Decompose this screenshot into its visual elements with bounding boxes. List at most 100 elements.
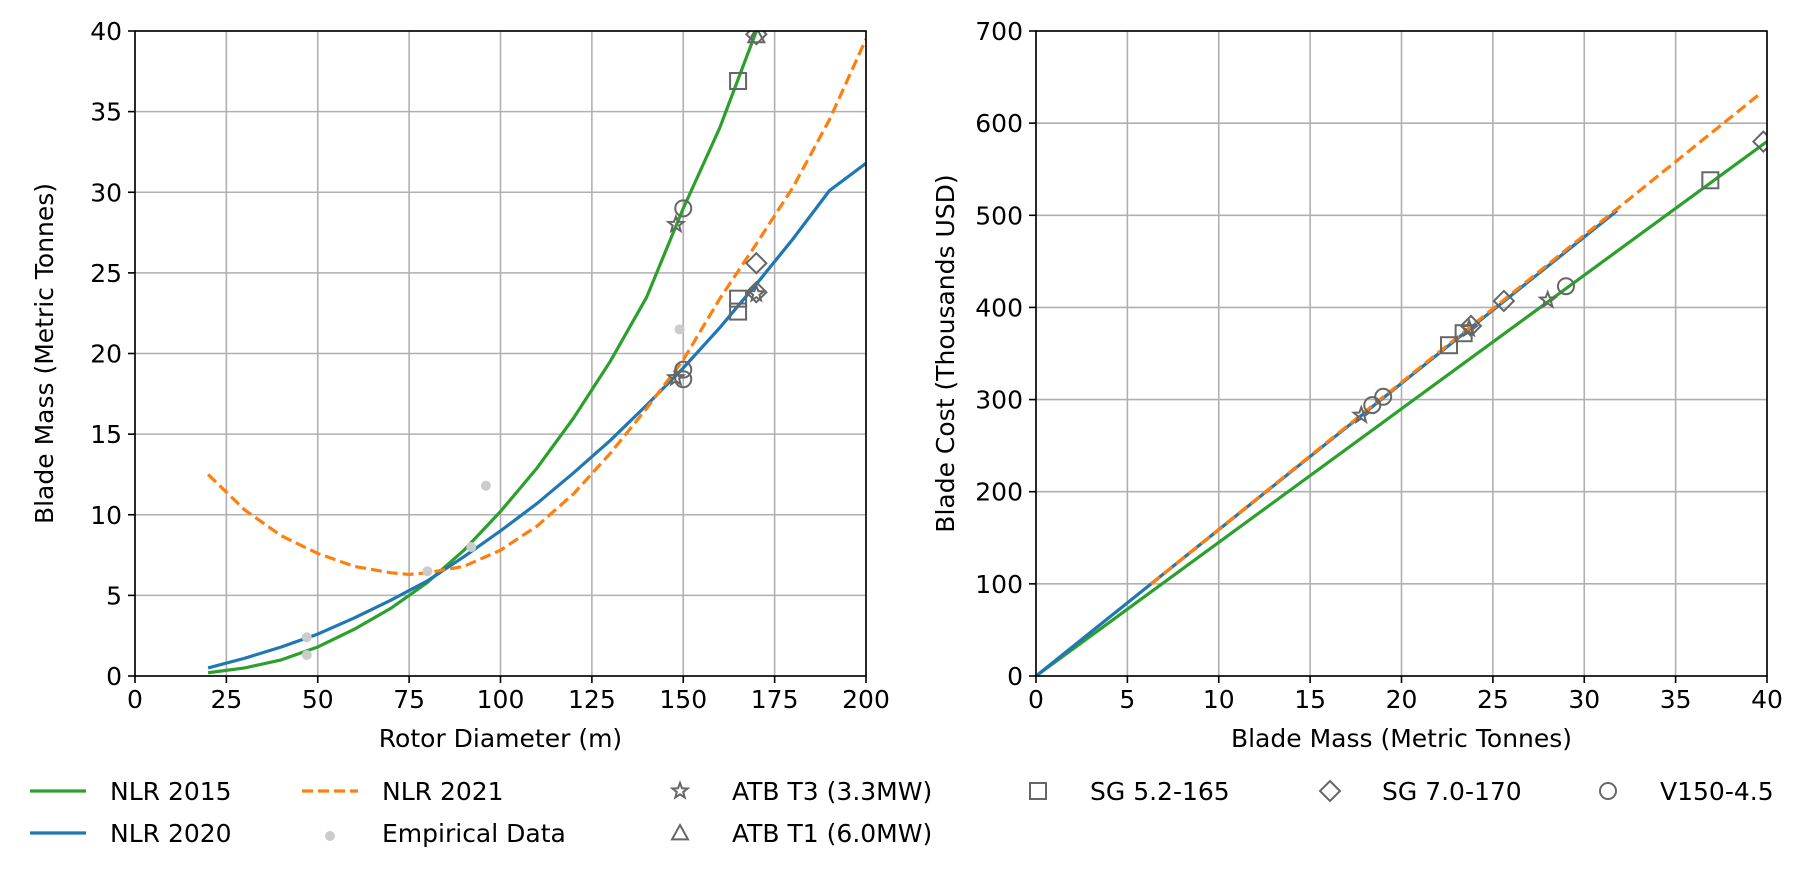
x-tick-label: 25 bbox=[1477, 685, 1509, 714]
legend-swatch bbox=[669, 780, 691, 800]
legend-swatch bbox=[325, 831, 335, 841]
x-tick-label: 100 bbox=[477, 685, 525, 714]
y-tick-label: 10 bbox=[90, 501, 122, 530]
legend-swatch bbox=[1029, 782, 1047, 800]
x-tick-label: 30 bbox=[1568, 685, 1600, 714]
legend-item-empirical-data: Empirical Data bbox=[325, 819, 566, 848]
point-sg-5-2-165 bbox=[1701, 171, 1720, 190]
point-sg-5-2-165 bbox=[729, 71, 748, 90]
point-sg-5-2-165 bbox=[729, 302, 748, 321]
y-tick-label: 15 bbox=[90, 420, 122, 449]
legend-label: Empirical Data bbox=[382, 819, 566, 848]
series-line-nlr-2015 bbox=[207, 31, 758, 675]
point-sg-7-0-170 bbox=[1751, 130, 1767, 153]
y-tick-label: 0 bbox=[1007, 662, 1023, 691]
legend-label: SG 7.0-170 bbox=[1382, 777, 1522, 806]
series-line-nlr-2021 bbox=[206, 38, 866, 577]
y-axis-label: Blade Cost (Thousands USD) bbox=[931, 174, 960, 532]
x-tick-label: 175 bbox=[751, 685, 799, 714]
legend-label: NLR 2021 bbox=[382, 777, 504, 806]
y-tick-label: 100 bbox=[975, 570, 1023, 599]
point-v150-4-5 bbox=[1374, 387, 1393, 406]
point-atb-t3-3-3mw bbox=[1537, 289, 1559, 309]
x-tick-label: 75 bbox=[393, 685, 425, 714]
y-tick-label: 700 bbox=[975, 17, 1023, 46]
point-empirical-data bbox=[301, 650, 312, 661]
legend-item-sg-7-0-170: SG 7.0-170 bbox=[1318, 777, 1522, 806]
x-tick-label: 25 bbox=[210, 685, 242, 714]
point-atb-t3-3-3mw bbox=[665, 213, 687, 234]
mass-vs-diameter-chart: 0 25 50 75 100 125 150 175 200 0 5 10 15 20 25 30 35 40 Ro… bbox=[30, 17, 890, 753]
x-tick-label: 20 bbox=[1386, 685, 1418, 714]
x-axis-label: Blade Mass (Metric Tonnes) bbox=[1231, 724, 1572, 753]
point-sg-5-2-165 bbox=[729, 289, 748, 308]
point-atb-t1-6-0mw bbox=[746, 31, 767, 44]
y-tick-label: 600 bbox=[975, 109, 1023, 138]
series-line-nlr-2021 bbox=[1150, 94, 1759, 586]
legend-label: ATB T3 (3.3MW) bbox=[732, 777, 932, 806]
point-v150-4-5 bbox=[674, 199, 693, 218]
point-atb-t3-3-3mw bbox=[1350, 404, 1372, 425]
point-sg-7-0-170 bbox=[1459, 314, 1483, 338]
plot-area bbox=[206, 31, 866, 675]
point-sg-7-0-170 bbox=[744, 31, 768, 46]
legend-swatch bbox=[1318, 779, 1342, 803]
point-sg-7-0-170 bbox=[744, 280, 768, 304]
point-sg-5-2-165 bbox=[1454, 324, 1473, 343]
y-tick-label: 40 bbox=[90, 17, 122, 46]
legend-label: NLR 2020 bbox=[110, 819, 232, 848]
point-empirical-data bbox=[422, 566, 433, 577]
legend-label: ATB T1 (6.0MW) bbox=[732, 819, 932, 848]
x-axis-label: Rotor Diameter (m) bbox=[379, 724, 622, 753]
legend-item-nlr-2020: NLR 2020 bbox=[30, 819, 232, 848]
point-v150-4-5 bbox=[1556, 277, 1575, 296]
legend-label: NLR 2015 bbox=[110, 777, 232, 806]
y-tick-label: 300 bbox=[975, 386, 1023, 415]
x-tick-label: 40 bbox=[1751, 685, 1783, 714]
point-v150-4-5 bbox=[674, 370, 693, 389]
y-tick-label: 30 bbox=[90, 178, 122, 207]
y-tick-label: 500 bbox=[975, 201, 1023, 230]
point-v150-4-5 bbox=[674, 360, 693, 379]
legend-item-atb-t3-3-3mw: ATB T3 (3.3MW) bbox=[669, 777, 932, 806]
grid bbox=[134, 30, 867, 677]
y-tick-label: 5 bbox=[106, 581, 122, 610]
legend-label: SG 5.2-165 bbox=[1090, 777, 1230, 806]
y-tick-label: 35 bbox=[90, 98, 122, 127]
y-axis-label: Blade Mass (Metric Tonnes) bbox=[30, 183, 59, 524]
point-empirical-data bbox=[466, 542, 477, 552]
point-empirical-data bbox=[480, 480, 491, 491]
y-tick-label: 400 bbox=[975, 293, 1023, 322]
point-empirical-data bbox=[301, 632, 312, 643]
point-sg-5-2-165 bbox=[1440, 336, 1459, 355]
legend-item-nlr-2015: NLR 2015 bbox=[30, 777, 232, 806]
y-tick-label: 20 bbox=[90, 340, 122, 369]
legend-item-nlr-2021: NLR 2021 bbox=[302, 777, 504, 806]
x-tick-label: 10 bbox=[1203, 685, 1235, 714]
legend-label: V150-4.5 bbox=[1660, 777, 1774, 806]
y-tick-label: 0 bbox=[106, 662, 122, 691]
legend-swatch bbox=[670, 822, 690, 841]
cost-vs-mass-chart: 0 5 10 15 20 25 30 35 400100200300400500600700Bl… bbox=[931, 17, 1783, 753]
legend-item-v150-4-5: V150-4.5 bbox=[1599, 777, 1774, 806]
point-atb-t3-3-3mw bbox=[746, 282, 767, 303]
legend-item-sg-5-2-165: SG 5.2-165 bbox=[1029, 777, 1230, 806]
series-line-nlr-2015 bbox=[1036, 140, 1767, 676]
point-empirical-data bbox=[674, 324, 685, 335]
grid bbox=[1035, 30, 1768, 677]
x-tick-label: 0 bbox=[127, 685, 143, 714]
series-line-nlr-2020 bbox=[207, 161, 866, 670]
legend: NLR 2015 NLR 2020 NLR 2021 Empirical Data AT… bbox=[30, 777, 1774, 848]
x-tick-label: 150 bbox=[659, 685, 707, 714]
point-sg-7-0-170 bbox=[744, 251, 768, 275]
y-tick-label: 25 bbox=[90, 259, 122, 288]
x-tick-label: 50 bbox=[302, 685, 334, 714]
x-tick-label: 125 bbox=[568, 685, 616, 714]
x-tick-label: 35 bbox=[1660, 685, 1692, 714]
x-tick-label: 15 bbox=[1294, 685, 1326, 714]
legend-swatch bbox=[1599, 782, 1617, 800]
x-tick-label: 5 bbox=[1119, 685, 1135, 714]
legend-item-atb-t1-6-0mw: ATB T1 (6.0MW) bbox=[670, 819, 932, 848]
point-sg-7-0-170 bbox=[1492, 289, 1516, 313]
